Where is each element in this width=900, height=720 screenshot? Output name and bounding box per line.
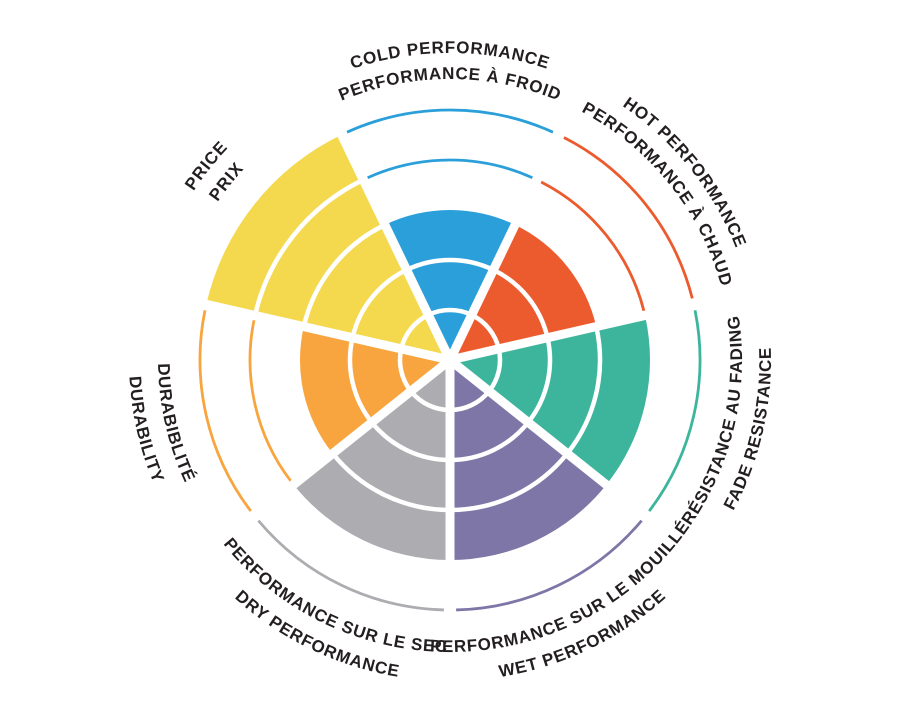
sector-divider-line [447,356,654,524]
sector-wet-scale-arc [456,519,643,612]
sector-wet-ring-divider [449,452,570,513]
sector-fade-ring-divider [565,326,603,455]
scale-arcs [198,108,702,612]
sector-hot-label-line1: HOT PERFORMANCE [620,93,750,250]
sector-cold-scale-arc [346,108,554,134]
sector-dry-wedge [293,360,450,560]
sector-cold-wedge [384,209,516,360]
sector-divider-line [448,298,702,365]
sector-cold-scale-arc [367,158,533,180]
sector-fade-ring-divider [526,337,553,424]
sector-price-ring-divider [301,222,386,328]
sector-divider-line [445,126,566,362]
sector-fade-scale-arc [648,310,702,512]
sector-durability-ring-divider [347,337,374,424]
sector-durability-wedge [300,326,450,454]
sector-hot-scale-arc [540,180,646,312]
sector-divider-line [246,356,453,524]
sector-divider-line [198,298,452,365]
sector-hot-ring-divider [492,267,550,339]
sector-cold-label-line2: PERFORMANCE À FROID [336,64,564,105]
sector-price-wedge [206,134,450,360]
sector-divider-line [334,126,455,362]
sector-dry-ring-divider [330,452,451,513]
sector-price-ring-divider [350,267,408,339]
sector-spokes [198,126,702,617]
sector-wet-wedge [450,360,607,560]
sector-durability-scale-arc [198,310,252,512]
sector-cold-ring-divider [405,257,495,272]
sector-dry-scale-arc [257,519,444,612]
sector-price-ring-divider [252,177,365,317]
sector-wet-ring-divider [449,420,530,463]
sector-hot-scale-arc [563,136,694,299]
sector-durability-scale-arc [248,319,292,482]
sector-dry-ring-divider [370,420,451,463]
